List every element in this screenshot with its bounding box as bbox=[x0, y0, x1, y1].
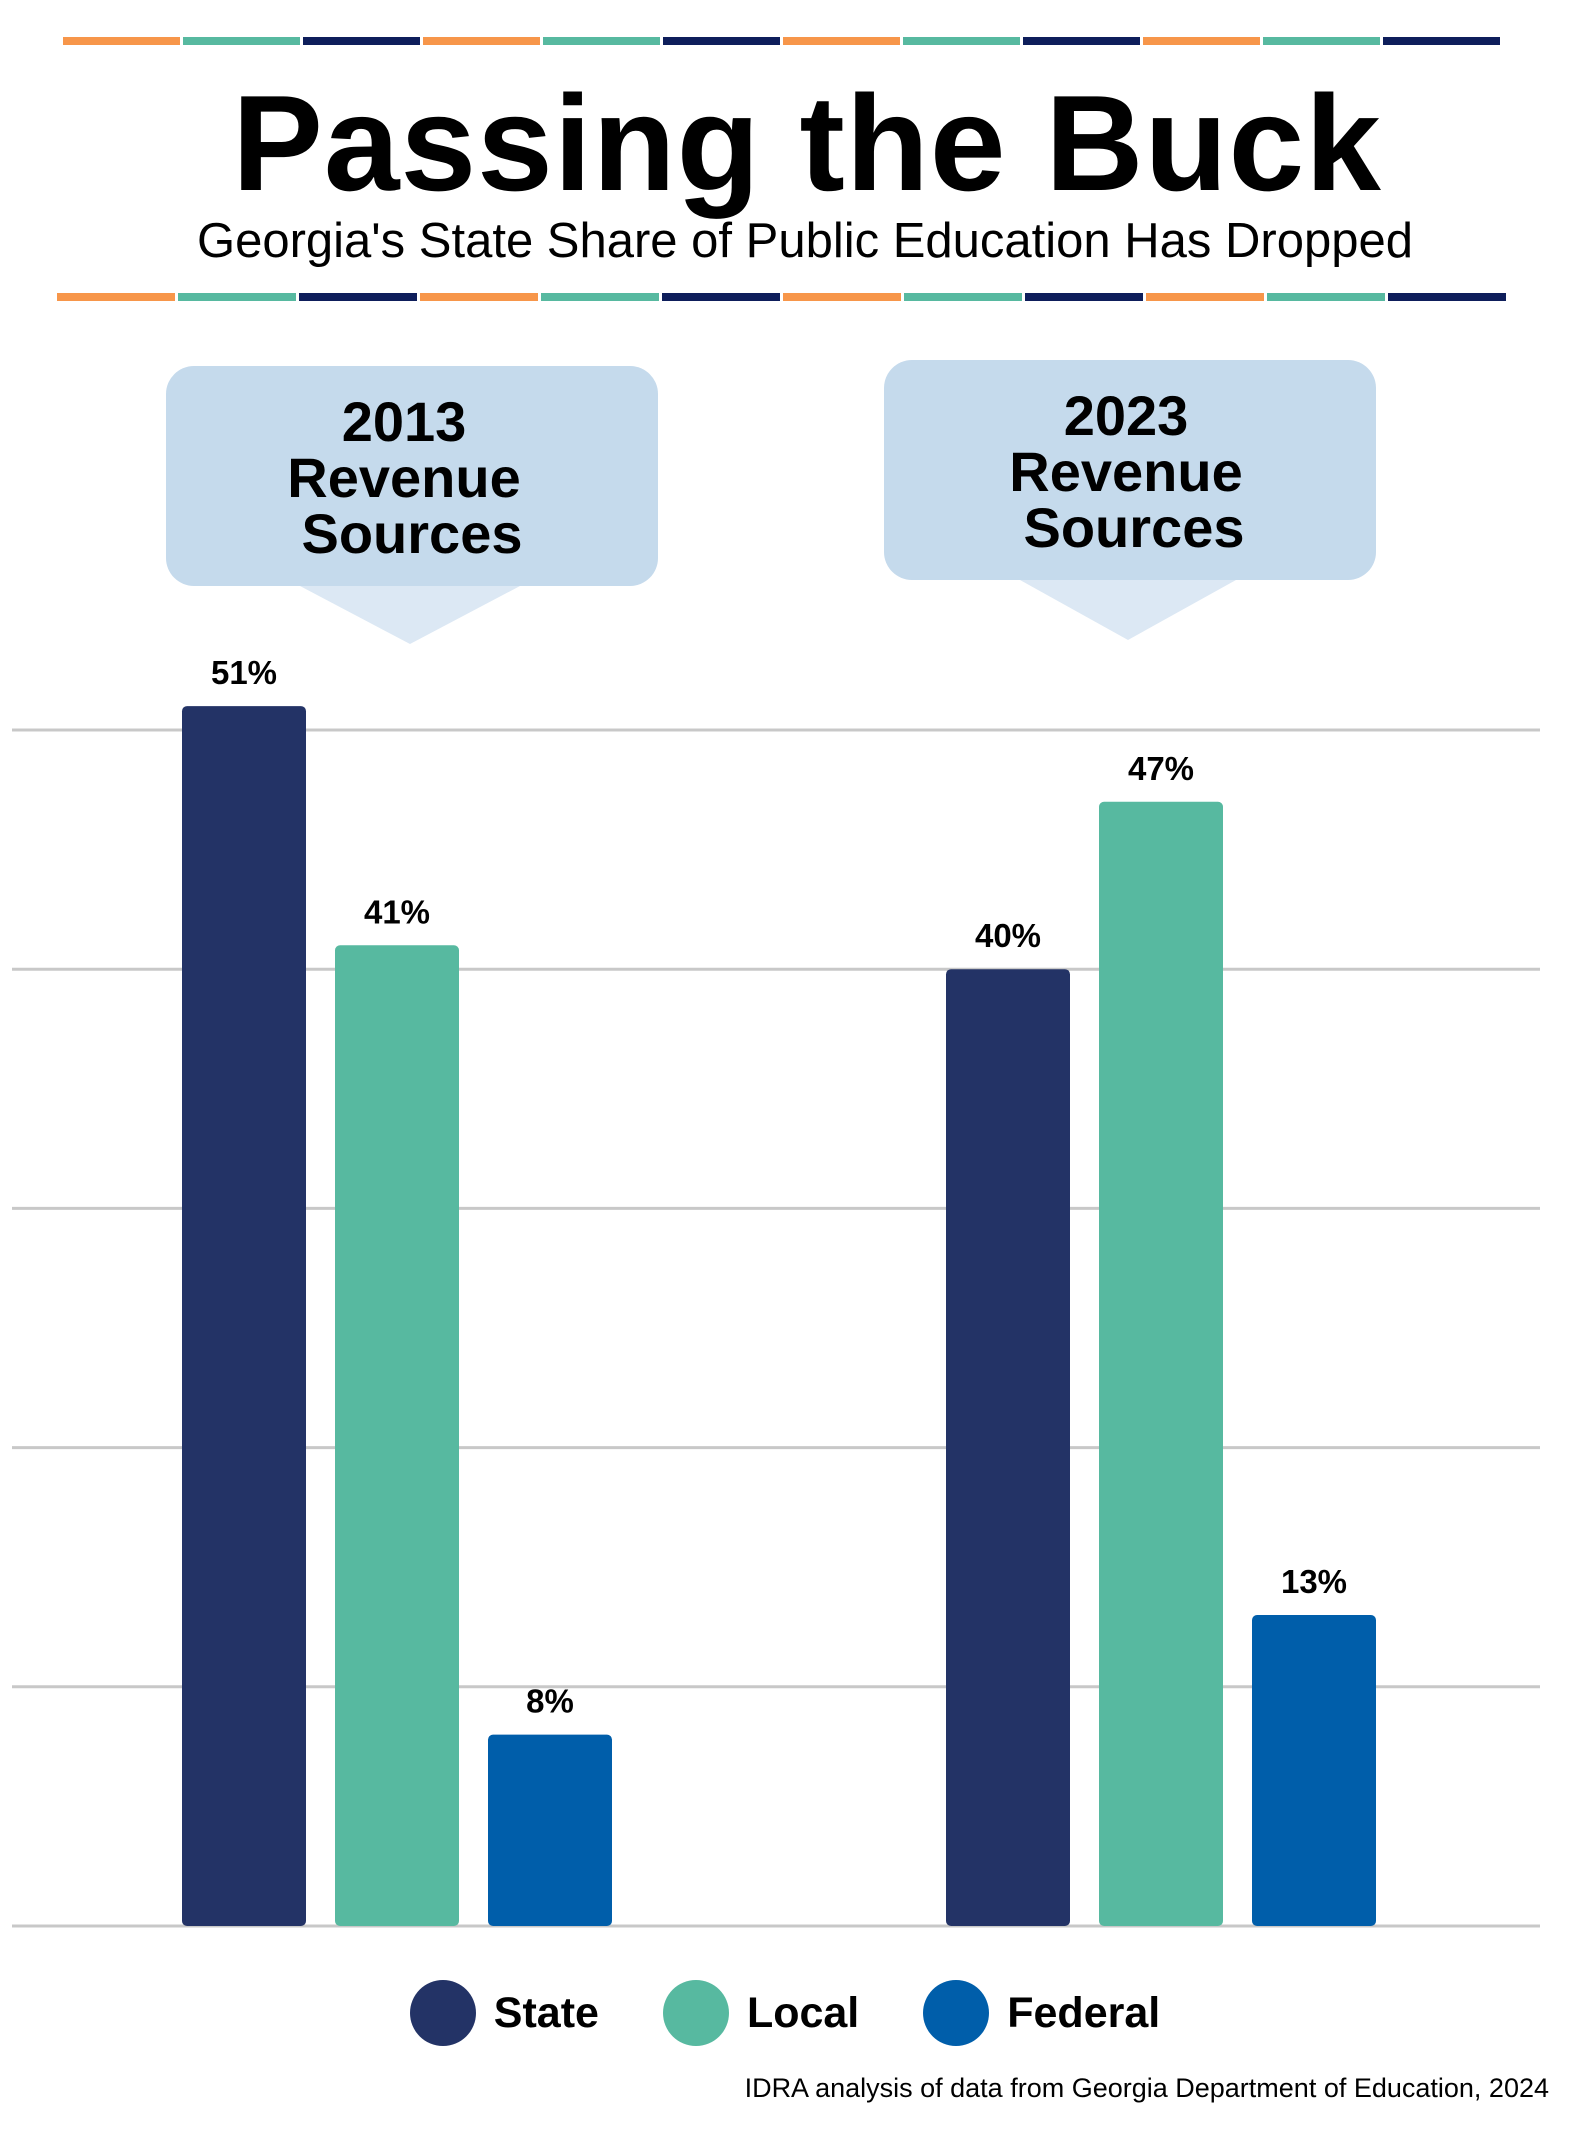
bar-state bbox=[182, 706, 306, 1926]
bar-value-label: 41% bbox=[364, 893, 430, 930]
legend-swatch-local bbox=[662, 1980, 729, 2046]
bar-state bbox=[946, 969, 1070, 1926]
bar-federal bbox=[1252, 1615, 1376, 1926]
bar-value-label: 51% bbox=[211, 654, 277, 691]
legend-label-state: State bbox=[493, 1988, 599, 2037]
stripe-segment bbox=[541, 293, 659, 301]
source-note: IDRA analysis of data from Georgia Depar… bbox=[744, 2073, 1549, 2103]
category-label: 2013 Revenue Sources bbox=[287, 390, 522, 565]
stripe-segment bbox=[57, 293, 175, 301]
chart-legend: State Local Federal bbox=[0, 1978, 1570, 2048]
legend-swatch-federal bbox=[923, 1980, 990, 2046]
stripe-segment bbox=[543, 37, 660, 45]
legend-swatch-state bbox=[409, 1980, 476, 2046]
legend-label-local: Local bbox=[746, 1988, 860, 2037]
stripe-segment bbox=[1388, 293, 1506, 301]
stripe-segment bbox=[903, 37, 1020, 45]
stripe-segment bbox=[299, 293, 417, 301]
legend-item-state: State bbox=[409, 1980, 599, 2046]
bar-local bbox=[335, 945, 459, 1926]
stripe-segment bbox=[783, 37, 900, 45]
stripe-segment bbox=[420, 293, 538, 301]
revenue-bar-chart: 2013 Revenue Sources 2023 Revenue Sources 51% 4… bbox=[12, 360, 1540, 1928]
top-decorative-stripe bbox=[63, 37, 1503, 45]
stripe-segment bbox=[662, 293, 780, 301]
legend-item-local: Local bbox=[662, 1980, 860, 2046]
stripe-segment bbox=[423, 37, 540, 45]
stripe-segment bbox=[1143, 37, 1260, 45]
stripe-segment bbox=[63, 37, 180, 45]
stripe-segment bbox=[178, 293, 296, 301]
stripe-segment bbox=[1025, 293, 1143, 301]
page-subtitle: Georgia's State Share of Public Educatio… bbox=[196, 214, 1413, 268]
stripe-segment bbox=[1023, 37, 1140, 45]
category-callout-box bbox=[884, 360, 1376, 580]
category-label: 2023 Revenue Sources bbox=[1009, 384, 1244, 559]
bottom-decorative-stripe bbox=[57, 293, 1509, 301]
stripe-segment bbox=[303, 37, 420, 45]
bar-local bbox=[1099, 801, 1223, 1926]
category-callout-pointer bbox=[1020, 580, 1236, 640]
legend-item-federal: Federal bbox=[923, 1980, 1160, 2046]
stripe-segment bbox=[183, 37, 300, 45]
category-callout-pointer bbox=[300, 586, 520, 644]
stripe-segment bbox=[663, 37, 780, 45]
stripe-segment bbox=[1263, 37, 1380, 45]
bar-value-label: 8% bbox=[526, 1683, 574, 1720]
page-title: Passing the Buck bbox=[232, 67, 1382, 219]
bar-value-label: 47% bbox=[1128, 750, 1194, 787]
stripe-segment bbox=[904, 293, 1022, 301]
bar-value-label: 40% bbox=[975, 917, 1041, 954]
bar-value-label: 13% bbox=[1281, 1563, 1347, 1600]
stripe-segment bbox=[783, 293, 901, 301]
stripe-segment bbox=[1267, 293, 1385, 301]
stripe-segment bbox=[1383, 37, 1500, 45]
category-callout-box bbox=[166, 366, 658, 586]
stripe-segment bbox=[1146, 293, 1264, 301]
bar-federal bbox=[488, 1734, 612, 1926]
legend-label-federal: Federal bbox=[1007, 1988, 1161, 2037]
